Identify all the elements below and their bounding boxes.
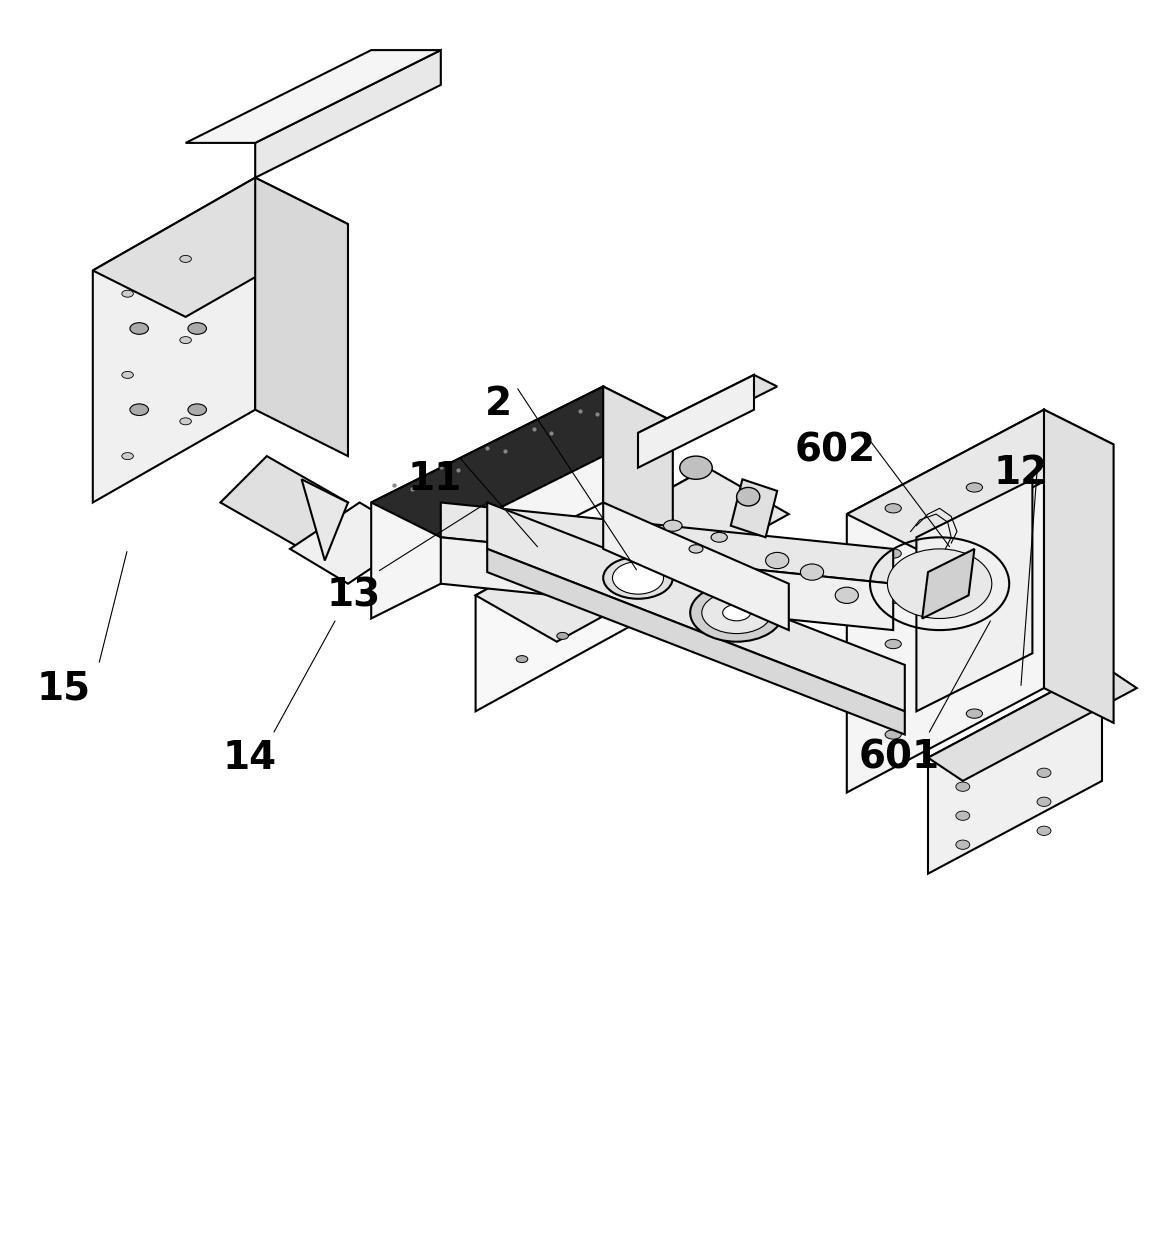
Ellipse shape bbox=[835, 588, 858, 604]
Ellipse shape bbox=[966, 482, 983, 492]
Text: 2: 2 bbox=[485, 385, 513, 423]
Polygon shape bbox=[476, 468, 708, 711]
Polygon shape bbox=[302, 479, 348, 560]
Ellipse shape bbox=[188, 323, 206, 334]
Text: 13: 13 bbox=[327, 576, 380, 615]
Polygon shape bbox=[476, 468, 789, 642]
Ellipse shape bbox=[689, 544, 703, 553]
Ellipse shape bbox=[966, 528, 983, 537]
Ellipse shape bbox=[130, 404, 148, 416]
Text: 602: 602 bbox=[795, 432, 876, 469]
Ellipse shape bbox=[180, 255, 191, 262]
Ellipse shape bbox=[122, 453, 133, 460]
Text: 14: 14 bbox=[223, 738, 276, 777]
Polygon shape bbox=[255, 51, 441, 178]
Ellipse shape bbox=[800, 564, 824, 580]
Ellipse shape bbox=[1037, 826, 1051, 835]
Ellipse shape bbox=[966, 709, 983, 719]
Ellipse shape bbox=[885, 549, 901, 558]
Polygon shape bbox=[220, 456, 348, 549]
Ellipse shape bbox=[711, 532, 727, 542]
Ellipse shape bbox=[680, 456, 712, 479]
Ellipse shape bbox=[885, 503, 901, 513]
Polygon shape bbox=[847, 409, 1044, 793]
Ellipse shape bbox=[737, 487, 760, 506]
Polygon shape bbox=[603, 502, 789, 630]
Ellipse shape bbox=[956, 782, 970, 792]
Ellipse shape bbox=[766, 553, 789, 569]
Polygon shape bbox=[922, 549, 974, 618]
Polygon shape bbox=[603, 386, 673, 537]
Polygon shape bbox=[638, 375, 754, 468]
Ellipse shape bbox=[597, 609, 609, 616]
Ellipse shape bbox=[885, 640, 901, 648]
Ellipse shape bbox=[966, 573, 983, 583]
Ellipse shape bbox=[885, 730, 901, 740]
Ellipse shape bbox=[603, 557, 673, 599]
Ellipse shape bbox=[702, 591, 771, 633]
Ellipse shape bbox=[956, 840, 970, 850]
Ellipse shape bbox=[690, 584, 783, 642]
Polygon shape bbox=[928, 666, 1102, 873]
Polygon shape bbox=[1044, 409, 1114, 722]
Ellipse shape bbox=[664, 520, 682, 531]
Text: 11: 11 bbox=[408, 460, 462, 499]
Polygon shape bbox=[186, 51, 441, 143]
Text: 601: 601 bbox=[858, 738, 940, 777]
Ellipse shape bbox=[180, 418, 191, 424]
Ellipse shape bbox=[130, 323, 148, 334]
Text: 15: 15 bbox=[37, 669, 90, 708]
Ellipse shape bbox=[956, 811, 970, 820]
Polygon shape bbox=[487, 502, 905, 711]
Polygon shape bbox=[441, 502, 893, 584]
Ellipse shape bbox=[885, 684, 901, 694]
Ellipse shape bbox=[612, 562, 664, 594]
Ellipse shape bbox=[122, 371, 133, 379]
Polygon shape bbox=[290, 502, 418, 584]
Ellipse shape bbox=[557, 632, 568, 640]
Ellipse shape bbox=[966, 618, 983, 628]
Polygon shape bbox=[731, 479, 777, 537]
Ellipse shape bbox=[723, 605, 751, 621]
Ellipse shape bbox=[966, 664, 983, 673]
Ellipse shape bbox=[1037, 768, 1051, 777]
Polygon shape bbox=[371, 386, 673, 537]
Ellipse shape bbox=[638, 586, 650, 593]
Polygon shape bbox=[847, 409, 1114, 549]
Ellipse shape bbox=[1037, 797, 1051, 807]
Polygon shape bbox=[638, 375, 777, 444]
Ellipse shape bbox=[887, 549, 992, 618]
Text: 12: 12 bbox=[994, 454, 1047, 492]
Ellipse shape bbox=[180, 336, 191, 344]
Polygon shape bbox=[441, 537, 893, 630]
Polygon shape bbox=[371, 386, 603, 618]
Polygon shape bbox=[255, 178, 348, 456]
Polygon shape bbox=[487, 549, 905, 735]
Ellipse shape bbox=[188, 404, 206, 416]
Polygon shape bbox=[93, 178, 348, 317]
Polygon shape bbox=[916, 479, 1032, 711]
Ellipse shape bbox=[122, 291, 133, 297]
Polygon shape bbox=[928, 666, 1137, 781]
Ellipse shape bbox=[516, 656, 528, 663]
Polygon shape bbox=[93, 178, 255, 502]
Ellipse shape bbox=[885, 594, 901, 604]
